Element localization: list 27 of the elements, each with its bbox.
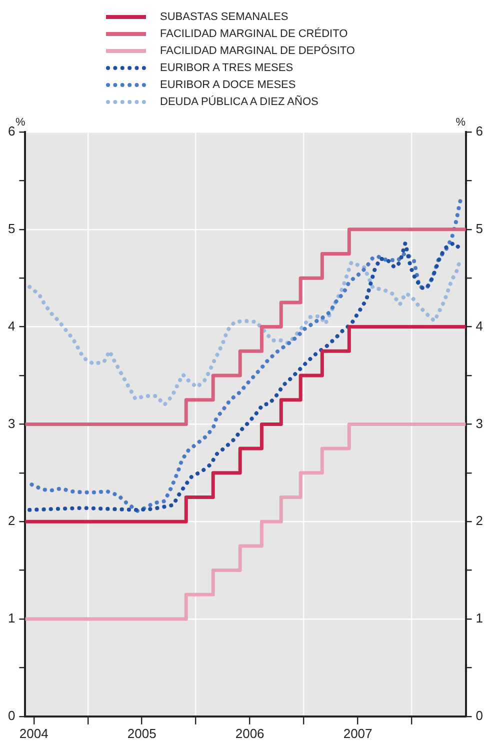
y-tick-label: 1 [8, 610, 16, 626]
x-tick-label: 2004 [19, 726, 48, 741]
x-tick-label: 2005 [127, 726, 156, 741]
y2-axis-title: % [456, 116, 466, 129]
y-axis-title: % [15, 116, 26, 129]
y-tick-label: 5 [8, 220, 16, 236]
x-tick-label: 2006 [235, 726, 264, 741]
legend-label: FACILIDAD MARGINAL DE CRÉDITO [160, 28, 348, 40]
legend-label: SUBASTAS SEMANALES [160, 10, 288, 22]
y2-tick-label: 1 [476, 610, 484, 626]
y-tick-label: 4 [8, 318, 16, 334]
legend-label: DEUDA PÚBLICA A DIEZ AÑOS [160, 96, 318, 108]
y2-tick-label: 2 [476, 513, 484, 528]
y-tick-label: 0 [8, 708, 16, 723]
y-tick-label: 6 [8, 124, 16, 139]
line-series [28, 241, 462, 512]
y-tick-label: 3 [8, 416, 16, 431]
y-tick-label: 2 [8, 513, 16, 528]
x-tick-label: 2007 [343, 726, 372, 741]
legend-label: FACILIDAD MARGINAL DE DEPÓSITO [160, 44, 355, 56]
y2-tick-label: 0 [476, 708, 484, 723]
y2-tick-label: 3 [476, 416, 484, 431]
legend-label: EURIBOR A DOCE MESES [160, 78, 296, 90]
y2-tick-label: 5 [476, 220, 484, 236]
legend-label: EURIBOR A TRES MESES [160, 62, 294, 74]
y2-tick-label: 4 [476, 318, 484, 334]
y2-tick-label: 6 [476, 124, 484, 139]
